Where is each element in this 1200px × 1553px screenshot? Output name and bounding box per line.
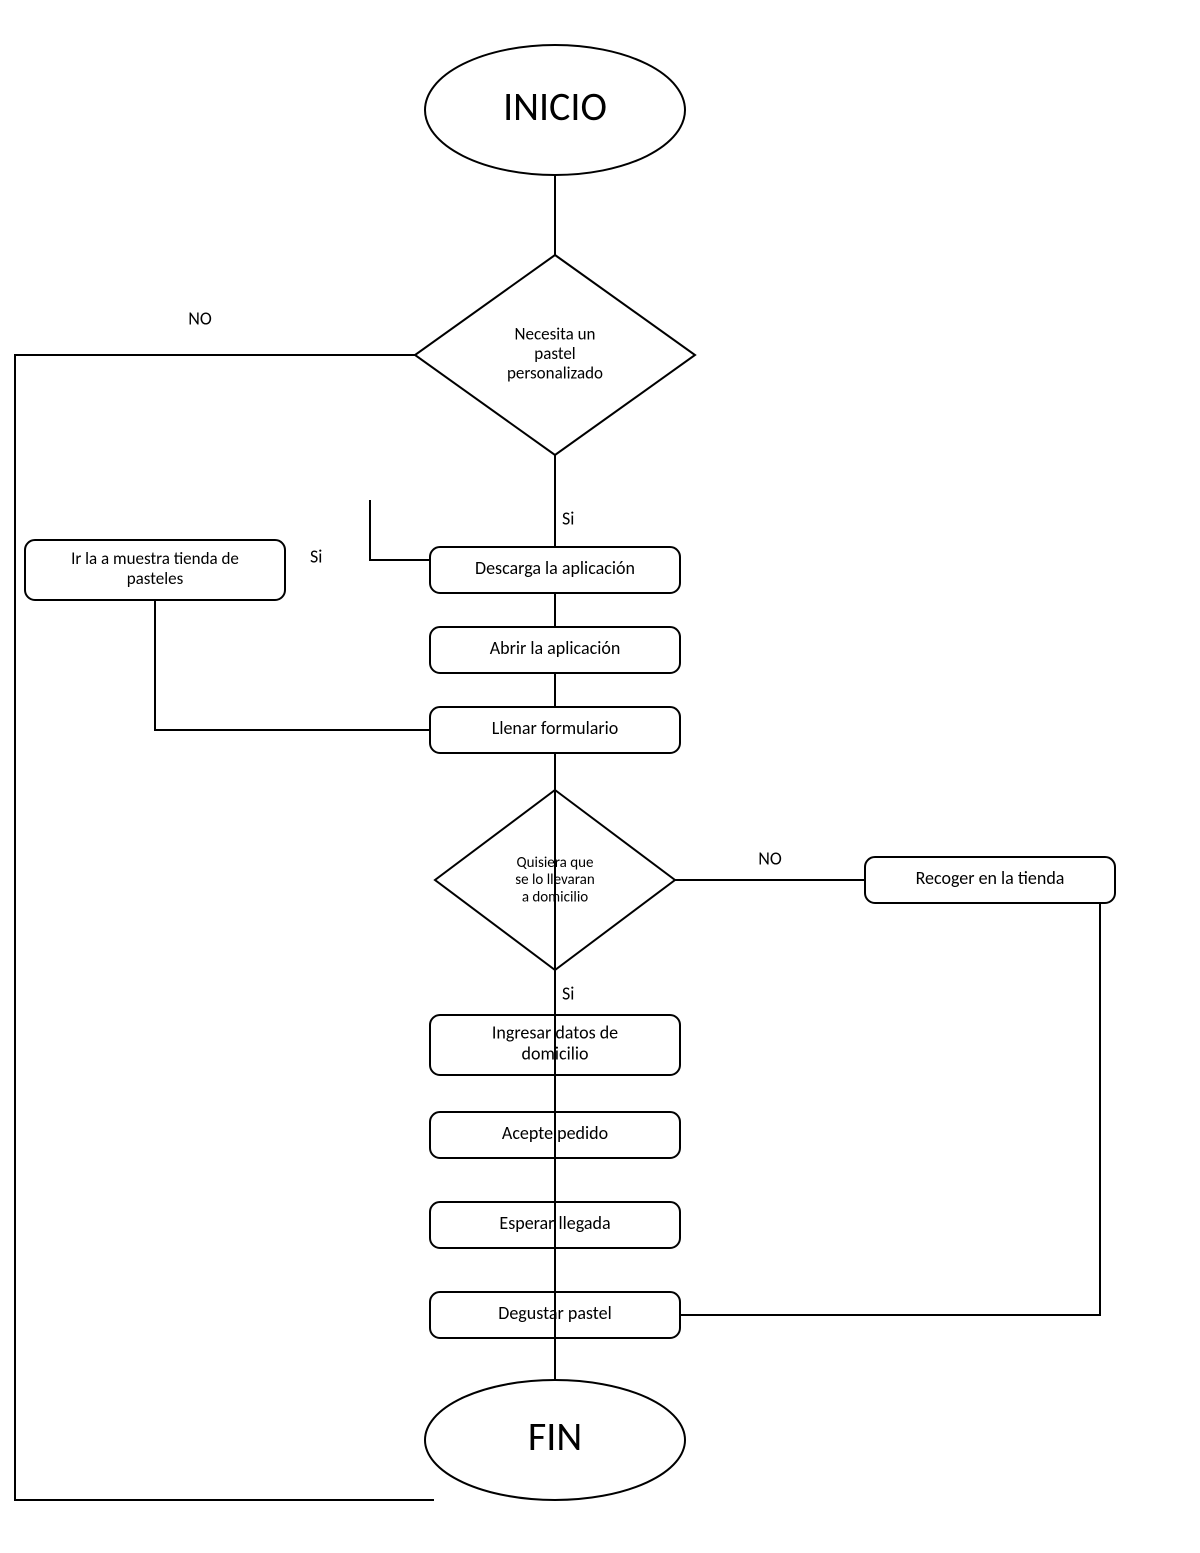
edge-label-d2: NO [758,847,782,869]
node-label-end: FIN [528,1412,582,1461]
nodes-layer: INICIO Necesita unpastelpersonalizado Desc… [25,45,1115,1500]
node-store: Ir la a muestra tienda depasteles [25,540,285,600]
node-label-p1: Descarga la aplicación [475,557,635,579]
node-pickup: Recoger en la tienda [865,857,1115,903]
edge-d1 [15,355,434,1500]
edge-pickup [680,903,1100,1315]
edge-label-d1: NO [188,307,212,329]
node-label-p2: Abrir la aplicación [490,637,621,659]
node-d1: Necesita unpastelpersonalizado [415,255,695,455]
flowchart-canvas: Si Si NO Si NO INICIO Necesita unpastelpersona… [0,0,1200,1553]
edge-label-d2: Si [562,982,574,1004]
edge-store [155,600,430,730]
edge-label-d1: Si [562,507,574,529]
edge-label-store-right-label: Si [310,545,322,567]
node-label-p3: Llenar formulario [492,717,618,739]
edge-p1-left-up [370,500,430,560]
node-end: FIN [425,1380,685,1500]
node-p1: Descarga la aplicación [430,547,680,593]
node-label-start: INICIO [503,82,607,131]
node-label-pickup: Recoger en la tienda [916,867,1065,889]
node-p2: Abrir la aplicación [430,627,680,673]
node-start: INICIO [425,45,685,175]
node-p3: Llenar formulario [430,707,680,753]
